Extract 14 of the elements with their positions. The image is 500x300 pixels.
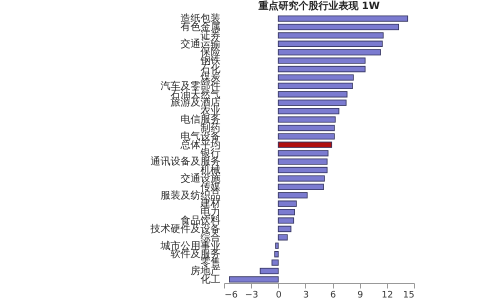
y-tick-label: 制药 bbox=[200, 122, 220, 134]
y-tick-label: 化工 bbox=[200, 273, 220, 286]
x-tick-label: 12 bbox=[382, 290, 394, 300]
x-tick-label: −3 bbox=[245, 290, 258, 300]
x-tick-label: 15 bbox=[403, 290, 414, 300]
x-tick-label: 0 bbox=[276, 290, 282, 300]
y-tick-label: 总体平均 bbox=[180, 138, 220, 151]
x-tick-label: 3 bbox=[303, 290, 309, 300]
x-tick-label: 6 bbox=[330, 290, 336, 300]
x-tick-label: −6 bbox=[224, 290, 238, 300]
y-tick-label: 煤炭 bbox=[200, 71, 220, 84]
x-tick-label: 9 bbox=[357, 290, 364, 300]
chart-title: 重点研究个股行业表现 1W bbox=[257, 0, 380, 12]
y-tick-label: 综合 bbox=[200, 231, 220, 244]
